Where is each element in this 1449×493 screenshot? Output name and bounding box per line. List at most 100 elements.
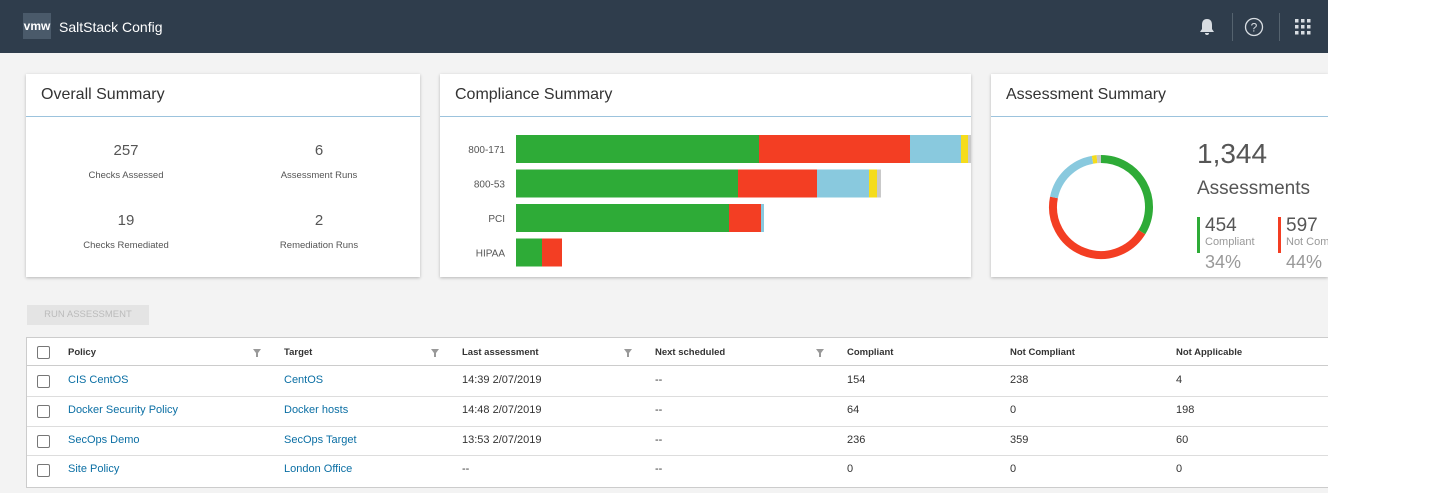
row-checkbox[interactable] [37,434,50,448]
filter-icon[interactable] [816,349,824,357]
row-checkbox[interactable] [37,375,50,388]
table-cell: 4 [1176,374,1183,386]
category-label: HIPAA [476,249,506,260]
bar-segment [516,135,759,163]
assessment-summary-card: Assessment Summary 1,344 Assessments 454… [991,74,1328,277]
filter-shape [253,349,261,357]
link-cell[interactable]: CIS CentOS [68,374,129,386]
column-header[interactable]: Compliant [847,347,894,358]
divider [440,116,971,117]
table-cell: 14:48 2/07/2019 [462,403,542,416]
divider [26,116,420,117]
card-title: Assessment Summary [1006,86,1167,103]
donut-segment [1091,155,1098,164]
header-divider [27,365,1328,366]
bar-segment [961,135,968,163]
row-checkbox[interactable] [37,404,50,418]
bar-segment [759,135,910,163]
column-header[interactable]: Last assessment [462,347,539,358]
column-header[interactable]: Target [284,347,313,358]
stat-value: 2 [314,212,324,229]
legend-label: Not Compliant [1286,236,1328,248]
divider [1232,13,1233,41]
overall-summary-card: Overall Summary 257 Checks Assessed 6 Asses… [26,74,420,277]
table-cell: -- [655,463,663,476]
table-cell: 14:39 2/07/2019 [462,374,542,386]
help-icon[interactable]: ? [1244,17,1264,37]
compliance-summary-card: Compliance Summary 800-171 800-53 PCI HIPAA [440,74,971,277]
link-cell[interactable]: Docker Security Policy [68,403,179,416]
table-cell: 13:53 2/07/2019 [462,433,542,446]
divider [991,116,1328,117]
filter-shape [431,349,439,357]
total-count: 1,344 [1197,138,1268,169]
table-cell: 60 [1176,433,1189,446]
run-assessment-button[interactable]: RUN ASSESSMENT [27,305,149,325]
table-cell: 198 [1176,403,1195,416]
link-cell[interactable]: Docker hosts [284,403,349,416]
bar-segment [516,204,729,232]
bar-segment [542,238,562,267]
donut-segment [1100,155,1153,235]
legend-percent: 44% [1286,252,1323,272]
assessment-donut [1049,155,1153,259]
top-bar: vmw SaltStack Config ? [0,0,1328,53]
legend-count: 597 [1286,215,1318,236]
row-checkbox[interactable] [37,464,50,478]
link-cell[interactable]: SecOps Target [284,433,357,446]
table-cell: -- [655,374,663,386]
policy-table: Policy Target Last assessment Next schedule… [26,337,1328,488]
card-title: Overall Summary [41,86,165,103]
table-cell: -- [655,403,663,416]
stat-value: 257 [113,142,139,159]
legend-swatch [1197,217,1200,253]
category-label: PCI [488,214,505,225]
card-title: Compliance Summary [455,86,613,103]
stat-value: 19 [117,212,135,229]
donut-segment [1050,155,1094,199]
svg-text:?: ? [1251,21,1258,35]
bar-segment [817,169,869,198]
table-cell: 64 [847,403,860,416]
column-header[interactable]: Next scheduled [655,347,726,358]
bar-segment [877,169,881,198]
bell-icon[interactable] [1197,17,1217,37]
bar-segment [869,169,877,198]
table-cell: 359 [1010,433,1029,446]
apps-icon[interactable] [1295,19,1311,35]
bar-segment [729,204,761,232]
link-cell[interactable]: CentOS [284,374,324,386]
stat-label: Remediation Runs [279,240,359,251]
table-cell: 238 [1010,374,1029,386]
bar-segment [910,135,961,163]
link-cell[interactable]: London Office [284,463,353,476]
compliance-chart: 800-171 800-53 PCI HIPAA [468,135,971,267]
stat-label: Checks Remediated [83,240,169,251]
column-header[interactable]: Policy [68,347,96,358]
link-cell[interactable]: SecOps Demo [68,433,140,446]
filter-shape [816,349,824,357]
row-divider [27,425,1328,427]
table-cell: 0 [1010,403,1017,416]
column-header[interactable]: Not Applicable [1176,347,1243,358]
filter-icon[interactable] [253,349,261,357]
select-all-checkbox[interactable] [37,346,50,359]
filter-icon[interactable] [624,349,632,357]
stat-value: 6 [314,142,324,159]
donut-segment [1049,196,1146,259]
total-label: Assessments [1197,178,1310,199]
bar-segment [761,204,764,232]
logo[interactable]: vmw [23,13,51,39]
category-label: 800-53 [474,180,506,191]
category-label: 800-171 [468,145,505,156]
stat-label: Assessment Runs [280,170,358,181]
row-divider [27,395,1328,397]
filter-icon[interactable] [431,349,439,357]
filter-shape [624,349,632,357]
bar-segment [738,169,817,198]
link-cell[interactable]: Site Policy [68,463,120,476]
table-cell: 0 [1176,463,1183,476]
column-header[interactable]: Not Compliant [1010,347,1075,358]
stat-label: Checks Assessed [88,170,164,181]
table-cell: -- [655,433,663,446]
